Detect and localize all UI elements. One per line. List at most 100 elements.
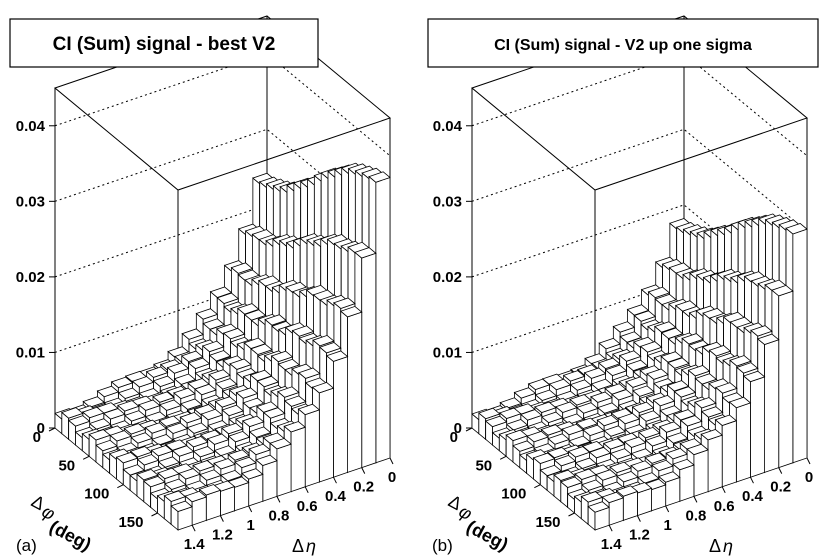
phi-tick-label: 100	[501, 486, 526, 503]
bar-top	[180, 350, 204, 363]
z-tick-label: 0.01	[16, 344, 45, 361]
phi-tick-mark	[568, 512, 575, 517]
bar-side-right	[693, 449, 709, 497]
bar-top	[144, 422, 168, 434]
bar-top	[165, 422, 188, 434]
bar-top	[638, 410, 662, 422]
bar-top	[555, 401, 578, 413]
bar-top	[216, 292, 240, 304]
bar-top	[123, 423, 147, 435]
bar-top	[484, 415, 508, 428]
bar-top	[88, 418, 112, 430]
bar-top	[708, 345, 732, 357]
bar-top	[109, 430, 132, 442]
bar-top	[213, 458, 236, 470]
eta-tick-mark	[693, 496, 698, 503]
bar-top	[735, 362, 759, 374]
bar-top	[178, 468, 201, 480]
bar-top	[527, 378, 551, 391]
phi-tick-mark	[82, 455, 90, 460]
bar-top	[152, 391, 175, 403]
title-box	[9, 18, 319, 68]
bar-top	[644, 452, 667, 464]
bar-top	[658, 471, 681, 483]
bar-top	[667, 357, 690, 369]
bar-top	[123, 410, 147, 422]
eta-tick-label: 0.6	[297, 498, 318, 515]
bar-top	[639, 341, 663, 353]
bar-top	[230, 262, 254, 274]
bar-top	[206, 433, 230, 445]
bar-top	[185, 436, 209, 448]
phi-tick-label: 150	[535, 514, 560, 531]
bar-top	[587, 501, 610, 513]
bar-top	[130, 432, 153, 444]
bar	[587, 501, 610, 531]
bar-top	[220, 422, 244, 435]
bar-top	[255, 454, 278, 466]
bar-top	[623, 436, 647, 448]
bar-top	[131, 376, 155, 388]
panel-label: (b)	[432, 536, 453, 555]
bar-top	[368, 171, 391, 183]
bar-top	[611, 389, 634, 401]
bar-side-right	[764, 339, 780, 473]
eta-tick-mark	[333, 476, 337, 484]
bar-top	[208, 369, 231, 381]
bar-side-right	[679, 464, 695, 502]
bar-top	[637, 426, 661, 439]
bar-top	[596, 414, 620, 427]
bar-top	[513, 387, 537, 399]
bar-side-right	[248, 473, 264, 507]
bar-top	[686, 443, 709, 456]
bar-top	[756, 333, 780, 345]
bar-top	[609, 461, 632, 474]
bar-top	[750, 325, 773, 337]
phi-tick-label: 0	[33, 429, 41, 446]
bar-top	[631, 401, 655, 414]
bar-side-right	[375, 176, 391, 464]
eta-tick-label: 1	[663, 517, 671, 534]
phi-tick-label: 0	[450, 429, 458, 446]
bar-top	[159, 399, 182, 411]
eta-tick-mark	[806, 457, 811, 465]
bar-top	[291, 325, 315, 337]
z-tick-label: 0.02	[16, 269, 45, 286]
bar-top	[195, 308, 219, 320]
bar-top	[519, 409, 543, 421]
bar-top	[179, 411, 203, 424]
eta-tick-label: 1.4	[184, 536, 206, 553]
bar-top	[580, 479, 604, 491]
bar-top	[618, 350, 642, 362]
bar-top	[166, 362, 190, 374]
bar-top	[200, 408, 224, 421]
bar-side-right	[333, 356, 349, 478]
bar-top	[534, 401, 557, 414]
bar-top	[67, 415, 91, 427]
bar-top	[715, 382, 738, 394]
eta-tick-label: 0.8	[686, 507, 707, 524]
bar-top	[256, 375, 280, 388]
bar-top	[170, 500, 193, 513]
bar	[269, 437, 292, 498]
bar-top	[229, 358, 252, 370]
bar-side-right	[347, 311, 363, 473]
eta-tick-mark	[219, 515, 224, 522]
bar-top	[221, 404, 245, 417]
bar-top	[582, 424, 605, 437]
bar-top	[163, 478, 187, 490]
bar-top	[187, 357, 211, 370]
bar-top	[283, 421, 307, 433]
eta-tick-mark	[361, 467, 366, 474]
bar-top	[88, 429, 111, 441]
bar-top	[264, 314, 287, 326]
panel-b: 0 0.01 0.02 0.03 0.04 0 50 100 150 1.4 1.2 1 0.8 0.6 0…	[427, 15, 819, 556]
bar-top	[590, 391, 613, 403]
bar-top	[728, 396, 752, 409]
bar-top	[82, 396, 106, 408]
bar-top	[630, 460, 653, 472]
phi-unit: (deg)	[46, 516, 94, 554]
bar-top	[248, 443, 271, 456]
bar-top	[574, 457, 598, 469]
